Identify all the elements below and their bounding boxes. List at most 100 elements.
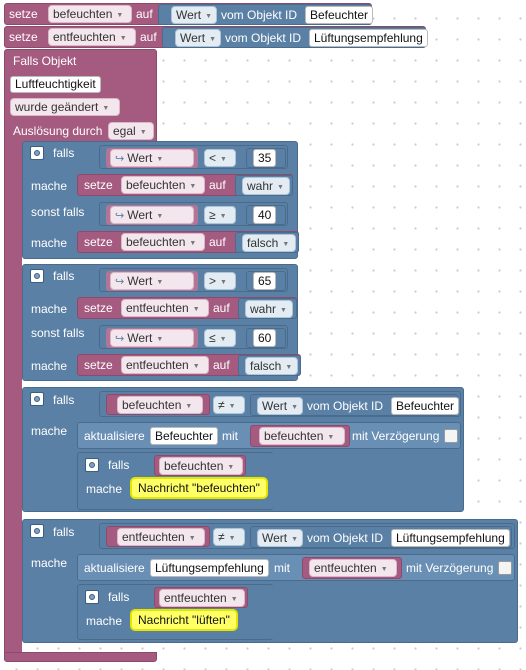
object-value-block[interactable]: Wert ▼ vom Objekt ID Befeuchter xyxy=(158,4,374,25)
object-id-field[interactable]: Befeuchter xyxy=(305,6,374,24)
set-entfeuchten-block[interactable]: setze entfeuchten ▼ auf wahr ▼ xyxy=(77,297,297,319)
falls-objekt-trigger-block[interactable]: Falls Objekt Luftfeuchtigkeit wurde geän… xyxy=(4,49,157,144)
set-befeuchten-block[interactable]: setze befeuchten ▼ auf Wert ▼ vom Objekt I… xyxy=(4,3,374,25)
if-block-2[interactable]: falls ↪ Wert ▼ > ▼ 65 mache setze entfeucht… xyxy=(22,264,301,381)
variable-dropdown[interactable]: befeuchten ▼ xyxy=(121,233,205,251)
set-entfeuchten-block[interactable]: setze entfeuchten ▼ auf Wert ▼ vom Objekt … xyxy=(4,26,428,48)
update-state-block[interactable]: aktualisiere Lüftungsempfehlung mit entf… xyxy=(77,554,515,581)
boolean-dropdown[interactable]: wahr ▼ xyxy=(242,177,290,195)
boolean-dropdown[interactable]: wahr ▼ xyxy=(245,300,293,318)
object-value-ref-block[interactable]: ↪ Wert ▼ xyxy=(106,271,198,291)
delay-checkbox[interactable] xyxy=(498,561,512,575)
variable-ref-block[interactable]: entfeuchten ▼ xyxy=(302,557,402,579)
variable-dropdown[interactable]: befeuchten ▼ xyxy=(259,427,345,445)
if-block-1[interactable]: falls ↪ Wert ▼ < ▼ 35 mache setze befeuchte… xyxy=(22,141,299,259)
compare-block[interactable]: ↪ Wert ▼ > ▼ 65 xyxy=(99,268,288,292)
message-block[interactable]: Nachricht "lüften" xyxy=(130,609,238,631)
inner-if-block[interactable]: falls entfeuchten ▼ mache Nachricht "lüft… xyxy=(77,584,273,640)
compare-block[interactable]: entfeuchten ▼ ≠ ▼ Wert ▼ vom Objekt ID Lüft… xyxy=(99,523,515,549)
operator-dropdown[interactable]: ≠ ▼ xyxy=(213,396,245,414)
variable-dropdown[interactable]: entfeuchten ▼ xyxy=(121,356,209,374)
mache-label: mache xyxy=(86,614,123,628)
boolean-dropdown[interactable]: falsch ▼ xyxy=(245,357,298,375)
gear-icon[interactable] xyxy=(85,590,99,604)
number-field[interactable]: 60 xyxy=(253,329,277,347)
operator-dropdown[interactable]: ≥ ▼ xyxy=(204,206,236,224)
object-value-block[interactable]: Wert ▼ vom Objekt ID Befeuchter xyxy=(250,394,460,416)
number-block[interactable]: 40 xyxy=(246,205,286,225)
object-value-ref-block[interactable]: ↪ Wert ▼ xyxy=(106,148,198,168)
operator-dropdown[interactable]: < ▼ xyxy=(204,149,236,167)
attribute-dropdown[interactable]: Wert ▼ xyxy=(175,29,221,47)
variable-dropdown[interactable]: befeuchten ▼ xyxy=(121,176,205,194)
delay-checkbox[interactable] xyxy=(444,429,458,443)
gear-icon[interactable] xyxy=(30,392,44,406)
if-block-3[interactable]: falls befeuchten ▼ ≠ ▼ Wert ▼ vom Objekt ID… xyxy=(22,387,464,512)
attribute-dropdown[interactable]: ↪ Wert ▼ xyxy=(110,206,194,224)
variable-dropdown[interactable]: befeuchten ▼ xyxy=(48,5,132,23)
gear-icon[interactable] xyxy=(30,524,44,538)
variable-ref-block[interactable]: befeuchten ▼ xyxy=(154,455,246,476)
update-object-id-field[interactable]: Befeuchter xyxy=(150,427,219,445)
variable-dropdown[interactable]: befeuchten ▼ xyxy=(159,457,243,475)
variable-ref-block[interactable]: befeuchten ▼ xyxy=(106,394,210,415)
message-block[interactable]: Nachricht "befeuchten" xyxy=(130,477,268,499)
compare-block[interactable]: ↪ Wert ▼ ≤ ▼ 60 xyxy=(99,325,288,349)
mit-verzoegerung-label: mit Verzögerung xyxy=(406,561,494,575)
boolean-block[interactable]: falsch ▼ xyxy=(235,232,299,253)
object-value-block[interactable]: Wert ▼ vom Objekt ID Lüftungsempfehlung xyxy=(250,526,512,548)
setze-label: setze xyxy=(84,301,113,315)
gear-icon[interactable] xyxy=(30,146,44,160)
operator-dropdown[interactable]: ≤ ▼ xyxy=(204,329,236,347)
trigger-event-dropdown[interactable]: wurde geändert ▼ xyxy=(10,98,120,116)
object-id-field[interactable]: Lüftungsempfehlung xyxy=(391,529,510,547)
number-field[interactable]: 35 xyxy=(253,149,277,167)
trigger-object-field[interactable]: Luftfeuchtigkeit xyxy=(10,76,101,93)
boolean-block[interactable]: wahr ▼ xyxy=(238,298,297,319)
number-block[interactable]: 60 xyxy=(246,328,286,348)
variable-dropdown[interactable]: entfeuchten ▼ xyxy=(48,28,136,46)
compare-block[interactable]: ↪ Wert ▼ ≥ ▼ 40 xyxy=(99,202,288,226)
attribute-dropdown[interactable]: Wert ▼ xyxy=(257,529,303,547)
variable-dropdown[interactable]: entfeuchten ▼ xyxy=(309,559,397,577)
object-value-block[interactable]: Wert ▼ vom Objekt ID Lüftungsempfehlung xyxy=(162,27,428,48)
update-state-block[interactable]: aktualisiere Befeuchter mit befeuchten ▼ … xyxy=(77,422,461,449)
object-value-ref-block[interactable]: ↪ Wert ▼ xyxy=(106,205,198,225)
attribute-dropdown[interactable]: ↪ Wert ▼ xyxy=(110,329,194,347)
variable-dropdown[interactable]: entfeuchten ▼ xyxy=(117,528,205,546)
boolean-block[interactable]: wahr ▼ xyxy=(235,175,293,196)
inner-if-block[interactable]: falls befeuchten ▼ mache Nachricht "befeu… xyxy=(77,452,273,510)
boolean-block[interactable]: falsch ▼ xyxy=(238,355,301,376)
operator-dropdown[interactable]: > ▼ xyxy=(204,272,236,290)
update-object-id-field[interactable]: Lüftungsempfehlung xyxy=(150,559,269,577)
if-block-4[interactable]: falls entfeuchten ▼ ≠ ▼ Wert ▼ vom Objekt I… xyxy=(22,519,518,643)
variable-ref-block[interactable]: entfeuchten ▼ xyxy=(154,587,248,608)
variable-dropdown[interactable]: entfeuchten ▼ xyxy=(121,299,209,317)
gear-icon[interactable] xyxy=(30,269,44,283)
variable-ref-block[interactable]: entfeuchten ▼ xyxy=(106,526,210,547)
object-id-field[interactable]: Befeuchter xyxy=(391,397,460,415)
object-id-field[interactable]: Lüftungsempfehlung xyxy=(309,29,428,47)
variable-dropdown[interactable]: befeuchten ▼ xyxy=(117,396,203,414)
boolean-dropdown[interactable]: falsch ▼ xyxy=(242,234,296,252)
number-field[interactable]: 65 xyxy=(253,272,277,290)
compare-block[interactable]: befeuchten ▼ ≠ ▼ Wert ▼ vom Objekt ID Befeu… xyxy=(99,391,461,417)
set-befeuchten-block[interactable]: setze befeuchten ▼ auf falsch ▼ xyxy=(77,231,299,253)
attribute-dropdown[interactable]: ↪ Wert ▼ xyxy=(110,149,194,167)
attribute-dropdown[interactable]: Wert ▼ xyxy=(257,397,303,415)
operator-dropdown[interactable]: ≠ ▼ xyxy=(213,528,245,546)
set-entfeuchten-block[interactable]: setze entfeuchten ▼ auf falsch ▼ xyxy=(77,354,301,376)
number-field[interactable]: 40 xyxy=(253,206,277,224)
object-value-ref-block[interactable]: ↪ Wert ▼ xyxy=(106,328,198,348)
variable-dropdown[interactable]: entfeuchten ▼ xyxy=(159,589,245,607)
trigger-cause-dropdown[interactable]: egal ▼ xyxy=(108,122,154,140)
gear-icon[interactable] xyxy=(85,458,99,472)
number-block[interactable]: 65 xyxy=(246,271,286,291)
attribute-dropdown[interactable]: Wert ▼ xyxy=(171,6,217,24)
compare-block[interactable]: ↪ Wert ▼ < ▼ 35 xyxy=(99,145,288,169)
number-block[interactable]: 35 xyxy=(246,148,286,168)
variable-ref-block[interactable]: befeuchten ▼ xyxy=(250,425,350,447)
attribute-dropdown[interactable]: ↪ Wert ▼ xyxy=(110,272,194,290)
set-befeuchten-block[interactable]: setze befeuchten ▼ auf wahr ▼ xyxy=(77,174,293,196)
